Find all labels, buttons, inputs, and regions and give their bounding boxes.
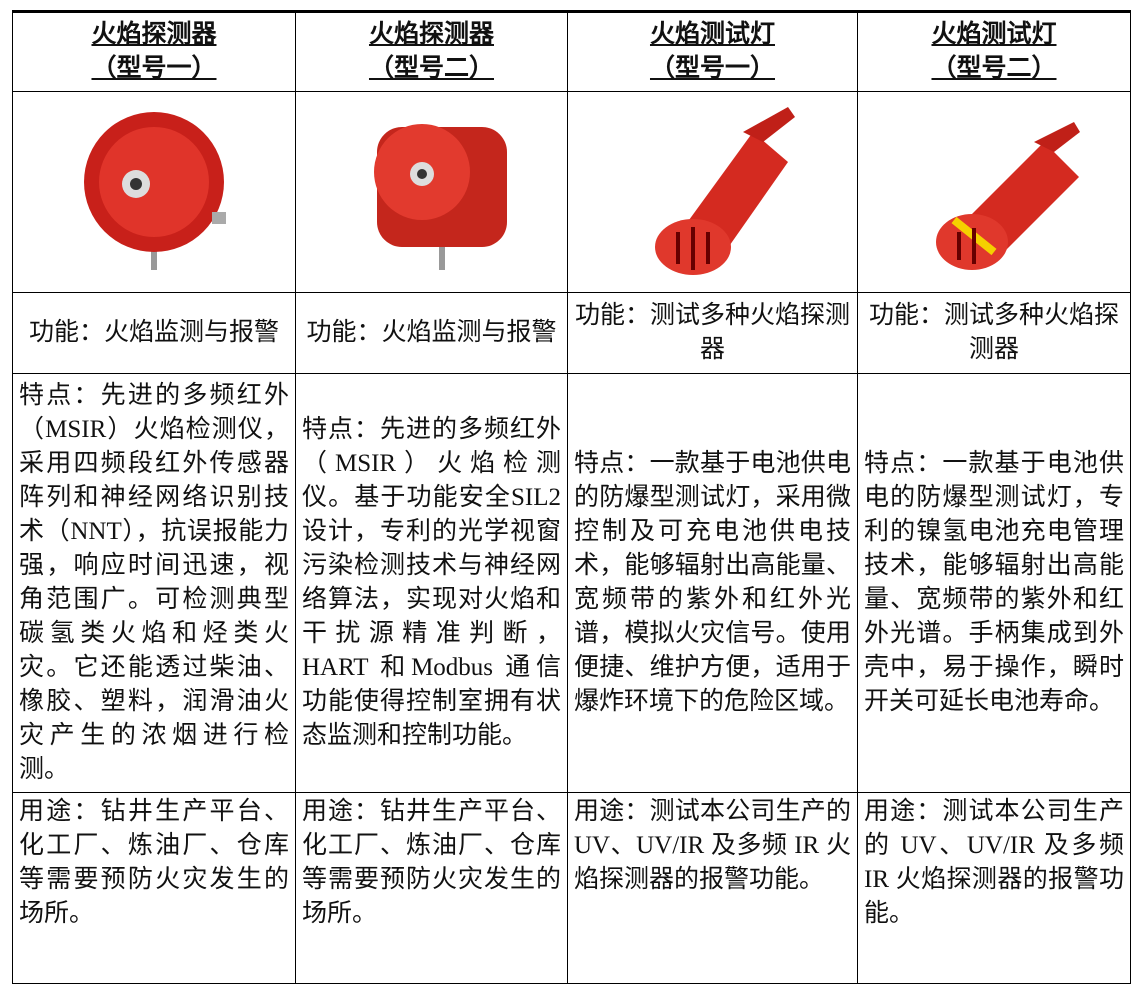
function-cell: 功能：测试多种火焰探测器: [857, 292, 1131, 374]
product-table: 火焰探测器 （型号一） 火焰探测器 （型号二） 火焰测试灯 （型号一） 火焰测试灯 （型号二）…: [12, 10, 1131, 984]
header-name: 火焰测试灯: [931, 21, 1057, 48]
detector-image: [373, 124, 507, 270]
image-cell: [857, 91, 1131, 293]
header-model: （型号一）: [649, 55, 775, 82]
usage-cell: 用途：测试本公司生产的 UV、UV/IR 及多频 IR 火焰探测器的报警功能。: [857, 792, 1131, 984]
feature-cell: 特点：先进的多频红外（MSIR）火焰检测仪，采用四频段红外传感器阵列和神经网络识…: [12, 373, 296, 793]
testlamp-image: [654, 107, 795, 275]
image-cell: [567, 91, 858, 293]
feature-cell: 特点：一款基于电池供电的防爆型测试灯，专利的镍氢电池充电管理技术，能够辐射出高能…: [857, 373, 1131, 793]
header-cell: 火焰测试灯 （型号一）: [567, 11, 858, 92]
testlamp-image: [936, 122, 1080, 270]
header-model: （型号二）: [931, 55, 1057, 82]
function-cell: 功能：测试多种火焰探测器: [567, 292, 858, 374]
header-name: 火焰探测器: [91, 21, 217, 48]
header-model: （型号二）: [368, 55, 494, 82]
header-model: （型号一）: [91, 55, 217, 82]
function-cell: 功能：火焰监测与报警: [295, 292, 568, 374]
header-name: 火焰测试灯: [649, 21, 775, 48]
header-cell: 火焰探测器 （型号一）: [12, 11, 296, 92]
usage-cell: 用途：测试本公司生产的 UV、UV/IR 及多频 IR 火焰探测器的报警功能。: [567, 792, 858, 984]
image-cell: [295, 91, 568, 293]
header-name: 火焰探测器: [368, 21, 494, 48]
feature-cell: 特点：先进的多频红外（MSIR）火焰检测仪。基于功能安全SIL2 设计，专利的光…: [295, 373, 568, 793]
function-cell: 功能：火焰监测与报警: [12, 292, 296, 374]
header-cell: 火焰探测器 （型号二）: [295, 11, 568, 92]
detector-image: [84, 112, 226, 270]
image-cell: [12, 91, 296, 293]
usage-cell: 用途：钻井生产平台、化工厂、炼油厂、仓库等需要预防火灾发生的场所。: [12, 792, 296, 984]
feature-cell: 特点：一款基于电池供电的防爆型测试灯，采用微控制及可充电池供电技术，能够辐射出高…: [567, 373, 858, 793]
header-cell: 火焰测试灯 （型号二）: [857, 11, 1131, 92]
usage-cell: 用途：钻井生产平台、化工厂、炼油厂、仓库等需要预防火灾发生的场所。: [295, 792, 568, 984]
